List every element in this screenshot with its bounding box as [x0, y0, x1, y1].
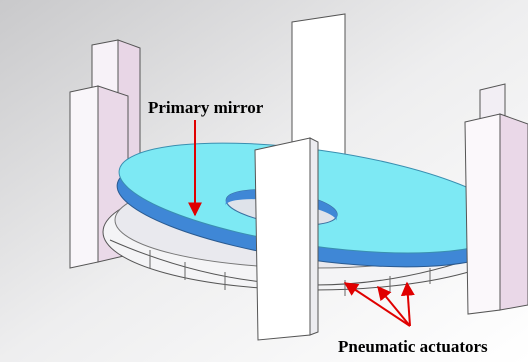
diagram: Primary mirror Pneumatic actuators [0, 0, 528, 362]
annotation-label: Primary mirror [148, 98, 264, 117]
annotation-label: Pneumatic actuators [338, 337, 488, 356]
page: Primary mirror Pneumatic actuators (() =… [0, 0, 528, 362]
